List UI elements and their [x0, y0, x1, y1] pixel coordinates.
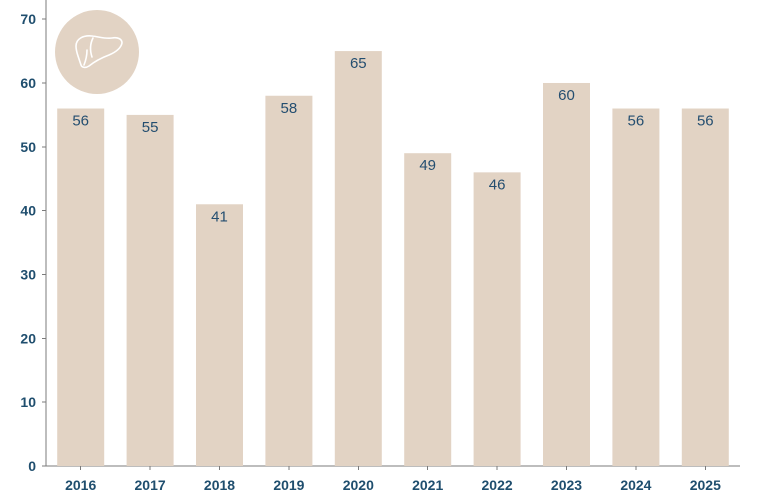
x-tick-label: 2019: [273, 477, 304, 493]
x-tick-label: 2025: [690, 477, 721, 493]
x-tick-label: 2023: [551, 477, 582, 493]
bar-value-label: 56: [628, 113, 645, 130]
liver-icon: [75, 35, 123, 69]
bar: [57, 108, 105, 467]
bars: [57, 51, 729, 467]
labels: 56 2016 55 2017 41 2018 58 2019 65 2020 49 2021 46 20…: [65, 55, 721, 493]
bar: [196, 204, 243, 466]
bar: [612, 108, 660, 467]
x-tick-label: 2016: [65, 477, 96, 493]
x-tick-label: 2022: [482, 477, 513, 493]
x-tick-label: 2024: [620, 477, 651, 493]
bar-value-label: 65: [350, 55, 367, 72]
y-tick-label: 30: [20, 266, 36, 282]
bar-value-label: 58: [281, 100, 298, 117]
bar-value-label: 60: [558, 87, 575, 104]
y-tick-label: 20: [20, 330, 36, 346]
logo-circle: [55, 10, 139, 94]
bar-value-label: 56: [697, 113, 714, 130]
bar: [126, 114, 174, 466]
bar-value-label: 46: [489, 176, 506, 193]
bar: [543, 82, 590, 466]
bar: [404, 153, 452, 466]
y-tick-label: 70: [20, 11, 36, 27]
x-tick-label: 2017: [135, 477, 166, 493]
y-tick-label: 10: [20, 394, 36, 410]
y-tick-label: 0: [28, 458, 36, 474]
logo-badge: [55, 10, 139, 94]
bar: [681, 108, 729, 467]
x-tick-label: 2018: [204, 477, 235, 493]
x-tick-label: 2021: [412, 477, 443, 493]
y-tick-label: 50: [20, 139, 36, 155]
bar-value-label: 56: [72, 113, 89, 130]
bar: [334, 51, 382, 467]
bar-value-label: 41: [211, 208, 228, 225]
bar-value-label: 55: [142, 119, 159, 136]
bar: [473, 172, 521, 466]
x-tick-label: 2020: [343, 477, 374, 493]
bar-value-label: 49: [419, 157, 436, 174]
y-tick-label: 60: [20, 75, 36, 91]
y-tick-label: 40: [20, 203, 36, 219]
bar: [265, 95, 313, 467]
